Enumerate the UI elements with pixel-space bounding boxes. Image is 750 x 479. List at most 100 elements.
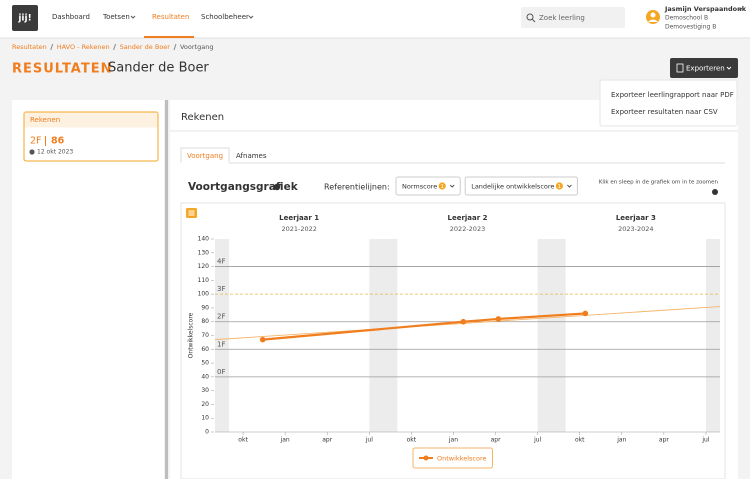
subject-date: 12 okt 2023: [37, 149, 73, 156]
x-tick-label: jul: [533, 437, 541, 444]
filter-select[interactable]: [395, 176, 461, 196]
breadcrumb-item[interactable]: Resultaten: [12, 43, 47, 51]
shaded-band: [537, 239, 566, 432]
breadcrumb-separator: [113, 43, 117, 51]
logo[interactable]: [12, 5, 38, 31]
shaded-band: [705, 239, 720, 432]
filter-label: Normscore: [402, 183, 437, 191]
y-tick-label: 120: [198, 263, 210, 270]
legend-label: Ontwikkelscore: [437, 455, 486, 463]
year-label: Leerjaar 3: [616, 214, 656, 222]
y-tick-label: 100: [198, 291, 210, 298]
y-tick-label: 10: [201, 415, 209, 422]
tab[interactable]: Afnames: [236, 152, 267, 160]
trend-line: [214, 306, 721, 341]
filter-count: 1: [440, 184, 444, 190]
avatar-icon: [648, 19, 658, 22]
search-placeholder: Zoek leerling: [539, 14, 585, 22]
data-point[interactable]: [495, 316, 502, 322]
filter-select[interactable]: [464, 176, 578, 196]
y-tick-label: 90: [201, 304, 209, 311]
user-school: Demoschool B: [665, 15, 708, 22]
plot: Leerjaar 1 2021-2022 Leerjaar 2 2022-2023 Le…: [188, 214, 721, 469]
export-menu: [599, 79, 738, 127]
search-icon: [526, 13, 534, 21]
user-location: Demovestiging B: [665, 24, 716, 31]
subject-card-header: [24, 112, 158, 128]
subject-score: 86: [51, 136, 65, 147]
breadcrumb-item[interactable]: Sander de Boer: [120, 43, 171, 51]
zoom-hint: Klik en sleep in de grafiek om in te zoo…: [599, 180, 719, 186]
filter-label: Landelijke ontwikkelscore: [471, 183, 554, 191]
chevron: [130, 15, 136, 19]
x-tick-label: apr: [322, 437, 332, 444]
data-point[interactable]: [259, 336, 266, 343]
year-period: 2021-2022: [281, 225, 316, 233]
breadcrumb-item: Voortgang: [180, 43, 213, 51]
help-icon: [712, 189, 718, 195]
y-tick-label: 70: [201, 332, 209, 339]
export-icon: [676, 63, 684, 73]
reference-label: 4F: [217, 258, 225, 266]
x-tick-label: okt: [575, 437, 585, 444]
nav-item[interactable]: Toetsen: [102, 13, 130, 21]
shaded-band: [215, 239, 230, 432]
page-title: RESULTATEN: [12, 62, 112, 77]
search-icon: [531, 18, 536, 23]
filter-badge: [555, 182, 564, 190]
nav-item[interactable]: Resultaten: [152, 13, 189, 21]
sidebar: [12, 100, 164, 479]
y-tick-label: 110: [198, 277, 210, 284]
tab[interactable]: Voortgang: [187, 152, 223, 160]
y-tick-label: 0: [205, 429, 209, 436]
panel-title: Rekenen: [181, 112, 224, 123]
reference-label: Referentielijnen:: [324, 183, 390, 192]
breadcrumb-separator: [50, 43, 54, 51]
chevron: [449, 184, 455, 188]
student-name: Sander de Boer: [108, 61, 209, 76]
y-axis-label: Ontwikkelscore: [188, 312, 195, 358]
user-name: Jasmijn Verspaandonk: [664, 5, 747, 13]
y-tick-label: 60: [201, 346, 209, 353]
chart-box: [180, 202, 726, 479]
y-tick-label: 20: [201, 401, 209, 408]
subject-card-title: Rekenen: [30, 116, 60, 124]
filter-badge: [438, 182, 446, 190]
nav-item[interactable]: Schoolbeheer: [201, 13, 249, 21]
filter-count: 1: [558, 184, 562, 190]
year-period: 2022-2023: [450, 225, 485, 233]
chevron: [567, 184, 572, 188]
x-tick-label: okt: [407, 437, 417, 444]
series-line: [262, 312, 586, 341]
x-tick-label: jul: [701, 437, 709, 444]
chart-title: Voortgangsgrafiek: [188, 181, 299, 193]
y-tick-label: 40: [201, 373, 209, 380]
x-tick-label: jan: [280, 437, 290, 444]
export-button[interactable]: [670, 58, 738, 78]
search-box[interactable]: [521, 7, 625, 28]
breadcrumb-item[interactable]: HAVO - Rekenen: [57, 43, 110, 51]
clock-icon: [29, 149, 35, 155]
chevron: [737, 7, 743, 11]
reference-label: 2F: [217, 313, 225, 321]
export-menu-item[interactable]: Exporteer leerlingrapport naar PDF: [611, 91, 734, 99]
x-tick-label: jul: [365, 437, 373, 444]
reference-label: 3F: [217, 285, 225, 293]
y-tick-label: 30: [201, 387, 209, 394]
breadcrumb: Resultaten HAVO - Rekenen Sander de Boer Vo…: [12, 43, 213, 51]
avatar-icon: [650, 12, 656, 18]
export-label: Exporteren: [686, 65, 725, 73]
y-tick-label: 140: [198, 236, 210, 243]
year-period: 2023-2024: [618, 225, 653, 233]
export-menu-item[interactable]: Exporteer resultaten naar CSV: [611, 108, 718, 116]
breadcrumb-separator: [173, 43, 177, 51]
legend[interactable]: [412, 447, 493, 469]
info-icon: [273, 183, 281, 191]
nav-item[interactable]: Dashboard: [52, 13, 90, 21]
y-tick-label: 50: [201, 360, 209, 367]
data-point[interactable]: [460, 318, 467, 325]
shaded-band: [369, 239, 398, 432]
filters: Normscore 1 Landelijke ontwikkelscore 1: [395, 176, 578, 196]
data-point[interactable]: [582, 310, 589, 317]
